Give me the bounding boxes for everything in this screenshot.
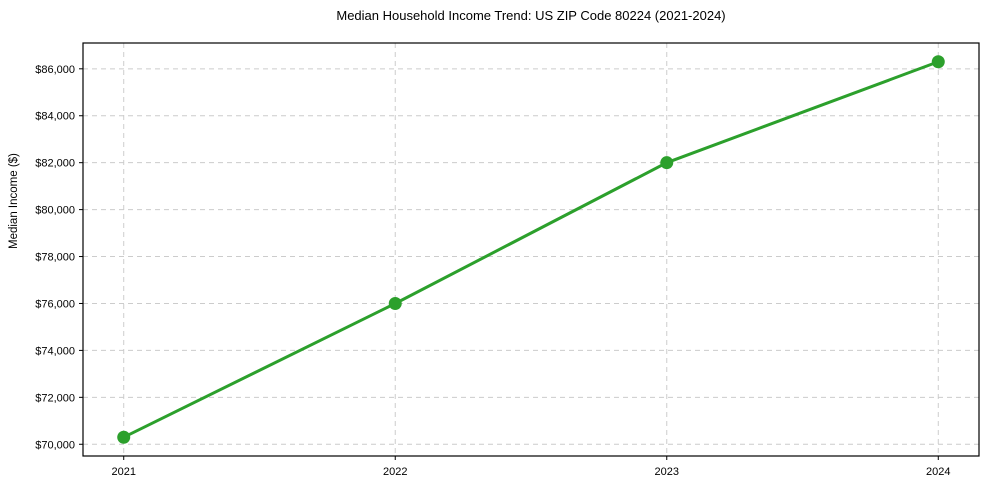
x-tick-label: 2023 xyxy=(655,466,679,478)
trend-line xyxy=(122,60,940,439)
y-tick-label: $78,000 xyxy=(35,252,75,264)
data-point xyxy=(388,296,402,310)
y-tick-label: $70,000 xyxy=(35,439,75,451)
y-tick-label: $82,000 xyxy=(35,158,75,170)
x-tick-label: 2022 xyxy=(383,466,407,478)
y-tick-label: $76,000 xyxy=(35,298,75,310)
y-tick-label: $84,000 xyxy=(35,111,75,123)
plot-area-border xyxy=(82,42,980,457)
x-tick-label: 2021 xyxy=(111,466,135,478)
y-tick-label: $72,000 xyxy=(35,392,75,404)
data-point xyxy=(931,55,945,69)
y-tick-label: $86,000 xyxy=(35,64,75,76)
data-point xyxy=(117,430,131,444)
data-point xyxy=(660,156,674,170)
y-tick-label: $74,000 xyxy=(35,345,75,357)
x-tick-label: 2024 xyxy=(926,466,950,478)
chart-title: Median Household Income Trend: US ZIP Co… xyxy=(336,8,726,23)
y-tick-label: $80,000 xyxy=(35,205,75,217)
